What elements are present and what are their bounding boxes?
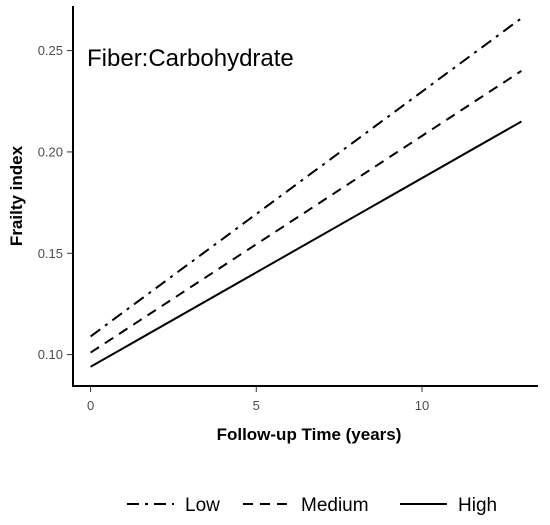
chart-title: Fiber:Carbohydrate	[87, 45, 294, 72]
series-line-low	[90, 17, 522, 338]
legend-label-low: Low	[185, 495, 220, 516]
y-tick-label: 0.25	[38, 43, 63, 58]
legend: Low Medium High	[127, 495, 497, 516]
y-tick-label: 0.20	[38, 144, 63, 159]
y-tick-label: 0.15	[38, 246, 63, 261]
x-ticks: 0 5 10	[87, 386, 429, 413]
y-axis-title: Frailty index	[7, 145, 26, 246]
y-tick-label: 0.10	[38, 347, 63, 362]
x-axis-title: Follow-up Time (years)	[217, 425, 402, 444]
x-tick-label: 5	[253, 398, 260, 413]
series-line-high	[90, 120, 522, 368]
series-layer	[90, 17, 522, 368]
series-line-medium	[90, 70, 522, 354]
y-ticks: 0.10 0.15 0.20 0.25	[38, 43, 73, 362]
x-tick-label: 0	[87, 398, 94, 413]
legend-label-high: High	[458, 495, 497, 516]
x-tick-label: 10	[415, 398, 429, 413]
legend-label-medium: Medium	[301, 495, 369, 516]
